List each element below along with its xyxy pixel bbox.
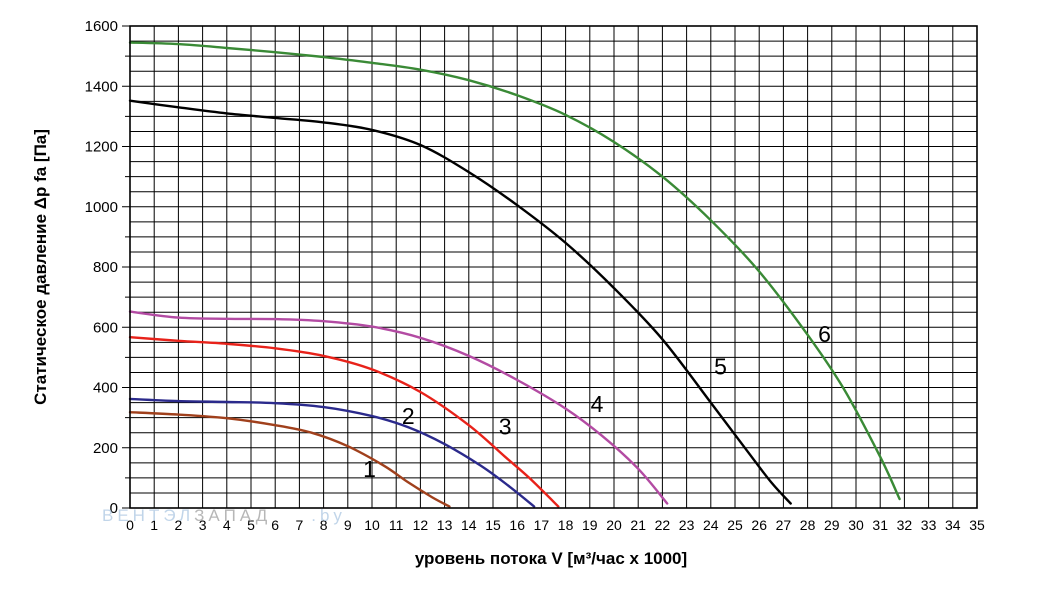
y-tick-label: 1600	[85, 18, 118, 35]
svg-text:ВЕНТЭЛЗАПАД.by: ВЕНТЭЛЗАПАД .by	[102, 506, 346, 525]
y-tick-label: 200	[93, 440, 118, 457]
x-tick-label: 33	[921, 517, 937, 533]
y-tick-label: 400	[93, 380, 118, 397]
x-tick-label: 35	[969, 517, 985, 533]
series-line-1	[128, 411, 451, 508]
curve-label-4: 4	[591, 391, 604, 417]
curve-label-5: 5	[714, 353, 727, 379]
y-tick-label: 1000	[85, 199, 118, 216]
x-tick-label: 10	[364, 517, 380, 533]
x-tick-label: 12	[413, 517, 429, 533]
x-tick-label: 14	[461, 517, 477, 533]
curve-label-2: 2	[402, 403, 415, 429]
x-tick-label: 13	[437, 517, 453, 533]
x-tick-label: 31	[872, 517, 888, 533]
x-tick-label: 16	[509, 517, 525, 533]
x-tick-label: 9	[344, 517, 352, 533]
x-tick-label: 18	[558, 517, 574, 533]
y-axis-label: Статическое давление Δp fa [Па]	[31, 129, 50, 405]
x-tick-labels: 0 1 2 3 4 5 6 7 8 9 10 11 12 13 14 15 16 17 18 19 20 21 22 23 24…	[126, 517, 985, 533]
watermark: ВЕНТЭЛЗАПАД .by	[102, 506, 346, 525]
x-axis-label: уровень потока V [м³/час x 1000]	[415, 549, 687, 568]
watermark-part2: ЗАПАД	[194, 506, 271, 525]
x-tick-label: 3	[199, 517, 207, 533]
plot-frame	[129, 25, 978, 509]
curve-label-3: 3	[499, 414, 512, 440]
series-line-6	[128, 41, 901, 501]
x-tick-label: 25	[727, 517, 743, 533]
y-tick-label: 600	[93, 319, 118, 336]
series-line-2	[128, 397, 536, 508]
x-tick-label: 19	[582, 517, 598, 533]
curves	[128, 41, 901, 508]
x-tick-label: 0	[126, 517, 134, 533]
x-tick-label: 7	[296, 517, 304, 533]
x-tick-label: 15	[485, 517, 501, 533]
x-tick-label: 20	[606, 517, 622, 533]
curve-label-1: 1	[363, 456, 376, 482]
x-tick-label: 17	[534, 517, 550, 533]
x-tick-label: 30	[848, 517, 864, 533]
x-tick-label: 11	[389, 517, 404, 533]
x-tick-label: 21	[630, 517, 646, 533]
y-tick-label: 0	[110, 500, 118, 517]
x-tick-label: 23	[679, 517, 695, 533]
curve-labels: 1 2 3 4 5 6	[363, 321, 831, 482]
x-tick-label: 22	[655, 517, 671, 533]
x-tick-label: 2	[175, 517, 183, 533]
series-line-4	[128, 310, 669, 505]
series-line-3	[128, 336, 560, 508]
x-tick-label: 5	[247, 517, 255, 533]
x-tick-label: 4	[223, 517, 231, 533]
x-tick-label: 8	[320, 517, 328, 533]
x-tick-label: 27	[776, 517, 792, 533]
y-tick-label: 1400	[85, 78, 118, 95]
y-tick-label: 1200	[85, 139, 118, 156]
x-tick-label: 1	[150, 517, 158, 533]
watermark-part1: ВЕНТЭЛ	[102, 506, 194, 525]
x-tick-label: 32	[897, 517, 913, 533]
x-tick-label: 26	[751, 517, 767, 533]
y-tick-label: 800	[93, 259, 118, 276]
x-tick-label: 24	[703, 517, 719, 533]
y-tick-labels: 0 200 400 600 800 1000 1200 1400 1600	[85, 18, 130, 517]
series-line-5	[128, 99, 792, 505]
x-tick-label: 6	[271, 517, 279, 533]
x-tick-label: 29	[824, 517, 840, 533]
curve-label-6: 6	[818, 321, 831, 347]
x-tick-label: 28	[800, 517, 816, 533]
watermark-part3: .by	[311, 506, 346, 525]
grid	[129, 25, 978, 509]
x-tick-label: 34	[945, 517, 961, 533]
